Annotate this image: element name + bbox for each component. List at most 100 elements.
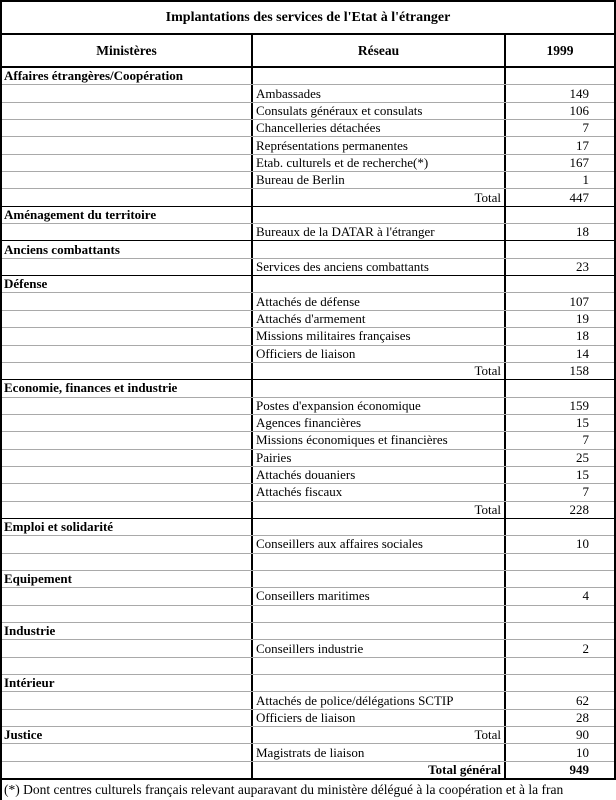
reseau-cell: Attachés d'armement	[253, 310, 506, 328]
reseau-cell: Magistrats de liaison	[253, 744, 506, 761]
table-row: Total 158	[2, 361, 614, 380]
value-cell: 158	[569, 363, 590, 379]
reseau-cell	[253, 206, 506, 224]
ministry-cell	[2, 484, 253, 501]
table-row: Pairies 25	[2, 448, 614, 466]
ministry-cell	[2, 640, 253, 657]
table-row: Conseillers maritimes 4	[2, 587, 614, 605]
ministry-cell	[2, 310, 253, 328]
table-row: Postes d'expansion économique 159	[2, 396, 614, 414]
table-row	[2, 552, 614, 570]
value-cell: 159	[569, 397, 590, 413]
ministry-cell	[2, 553, 253, 570]
table-row: Equipement	[2, 569, 614, 588]
table-row: Magistrats de liaison 10	[2, 743, 614, 761]
ministry-cell	[2, 258, 253, 276]
reseau-cell	[253, 570, 506, 588]
ministry-cell	[2, 709, 253, 727]
ministry-cell: Justice	[2, 727, 253, 744]
ministry-cell	[2, 657, 253, 675]
table-body: Affaires étrangères/Coopération Ambassade…	[2, 68, 614, 779]
table-row: Chancelleries détachées 7	[2, 119, 614, 137]
value-cell	[506, 675, 614, 691]
table-row: Bureau de Berlin 1	[2, 171, 614, 189]
value-cell	[506, 241, 614, 257]
table-row: Attachés de police/délégations SCTIP 62	[2, 691, 614, 709]
value-cell: 1	[582, 172, 590, 188]
value-cell	[506, 207, 614, 223]
ministry-cell	[2, 432, 253, 449]
reseau-cell: Missions militaires françaises	[253, 328, 506, 345]
ministry-cell	[2, 362, 253, 380]
reseau-cell: Total	[253, 727, 506, 744]
ministry-cell: Industrie	[2, 623, 253, 640]
ministry-cell	[2, 397, 253, 414]
value-cell: 10	[576, 536, 589, 552]
reseau-cell	[253, 68, 506, 85]
reseau-cell: Bureaux de la DATAR à l'étranger	[253, 224, 506, 241]
table-row: Conseillers aux affaires sociales 10	[2, 535, 614, 553]
reseau-cell: Total	[253, 362, 506, 380]
value-cell: 7	[582, 432, 590, 448]
value-cell: 14	[576, 345, 589, 361]
table-header: Ministères Réseau 1999	[2, 35, 614, 68]
table-row: Industrie	[2, 622, 614, 640]
value-cell: 62	[576, 692, 589, 708]
ministry-cell	[2, 189, 253, 206]
table-row	[2, 656, 614, 675]
column-header-reseau: Réseau	[253, 35, 506, 66]
ministry-cell	[2, 588, 253, 605]
reseau-cell	[253, 518, 506, 536]
ministry-cell: Economie, finances et industrie	[2, 380, 253, 397]
ministry-cell: Equipement	[2, 570, 253, 588]
value-cell: 7	[582, 120, 590, 136]
reseau-cell	[253, 605, 506, 622]
ministry-cell: Aménagement du territoire	[2, 206, 253, 224]
reseau-cell: Attachés de défense	[253, 293, 506, 310]
reseau-cell: Attachés douaniers	[253, 466, 506, 484]
reseau-cell	[253, 623, 506, 640]
reseau-cell: Pairies	[253, 449, 506, 466]
value-cell	[506, 519, 614, 535]
value-cell: 19	[576, 310, 589, 326]
value-cell: 228	[569, 501, 590, 517]
ministry-cell	[2, 414, 253, 432]
reseau-cell: Chancelleries détachées	[253, 120, 506, 137]
value-cell	[506, 276, 614, 292]
table-row: Conseillers industrie 2	[2, 639, 614, 657]
reseau-cell: Officiers de liaison	[253, 345, 506, 362]
value-cell: 4	[582, 588, 590, 604]
ministry-cell	[2, 744, 253, 761]
ministry-cell	[2, 137, 253, 154]
ministry-cell	[2, 172, 253, 189]
table-row: Missions économiques et financières 7	[2, 431, 614, 449]
value-cell: 18	[576, 328, 589, 344]
reseau-cell: Etab. culturels et de recherche(*)	[253, 154, 506, 172]
table-row	[2, 604, 614, 622]
table-row: Défense	[2, 275, 614, 293]
value-cell: 18	[576, 224, 589, 240]
ministry-cell	[2, 293, 253, 310]
ministry-cell	[2, 224, 253, 241]
table-row: Justice Total 90	[2, 726, 614, 744]
table-row: Etab. culturels et de recherche(*) 167	[2, 153, 614, 172]
reseau-cell: Représentations permanentes	[253, 137, 506, 154]
table-row: Attachés douaniers 15	[2, 465, 614, 484]
value-cell	[506, 571, 614, 587]
ministry-cell	[2, 761, 253, 779]
ministry-cell	[2, 120, 253, 137]
value-cell	[506, 554, 614, 570]
ministry-cell	[2, 692, 253, 709]
table-row: Emploi et solidarité	[2, 517, 614, 536]
column-header-1999: 1999	[546, 42, 574, 58]
ministry-cell	[2, 85, 253, 102]
ministry-cell: Anciens combattants	[2, 241, 253, 258]
ministry-cell: Intérieur	[2, 675, 253, 692]
value-cell: 28	[576, 709, 589, 725]
reseau-cell	[253, 675, 506, 692]
table-row: Aménagement du territoire	[2, 205, 614, 224]
reseau-cell	[253, 241, 506, 258]
reseau-cell	[253, 553, 506, 570]
value-cell: 15	[576, 467, 589, 483]
